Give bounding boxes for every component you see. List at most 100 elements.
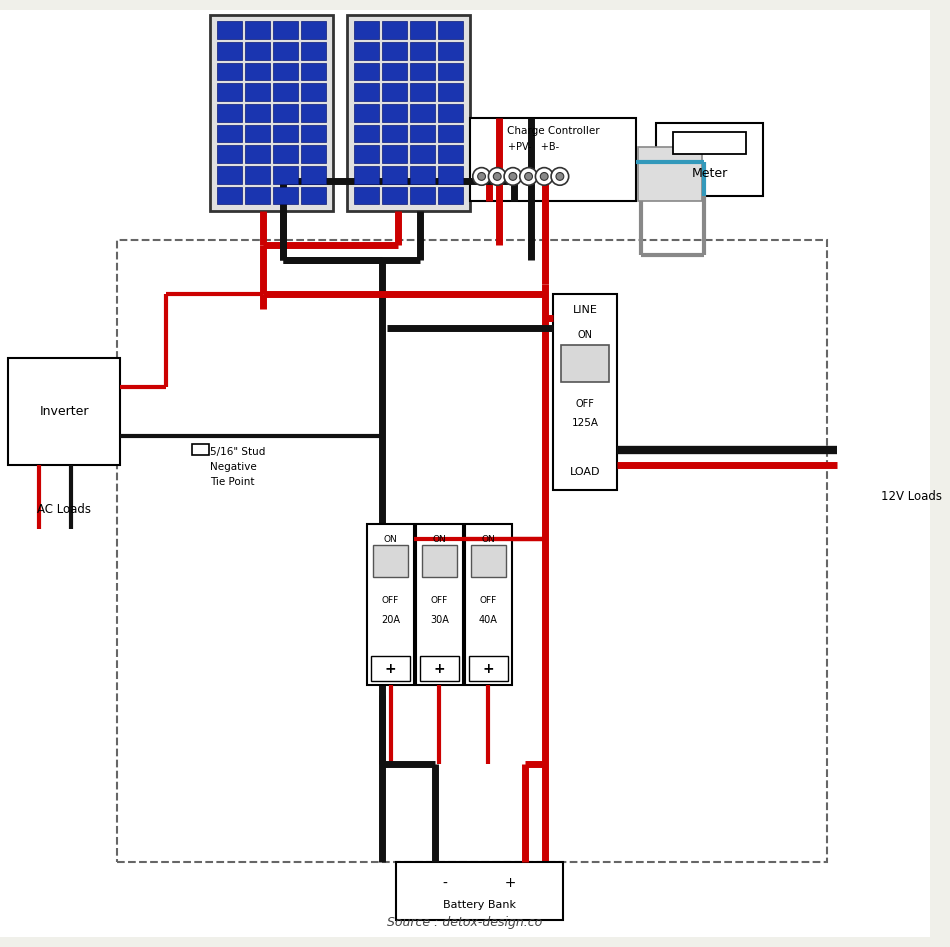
- Bar: [465, 524, 512, 686]
- Bar: [373, 545, 408, 577]
- Bar: [382, 104, 408, 121]
- Text: OFF: OFF: [382, 596, 399, 605]
- Text: Negative: Negative: [211, 462, 257, 473]
- Bar: [353, 42, 379, 60]
- Text: LOAD: LOAD: [570, 467, 600, 477]
- Text: 12V Loads: 12V Loads: [881, 490, 942, 503]
- Text: AC Loads: AC Loads: [37, 503, 90, 516]
- Text: 20A: 20A: [381, 615, 400, 625]
- Bar: [353, 187, 379, 205]
- Circle shape: [536, 168, 553, 186]
- Bar: [217, 42, 242, 60]
- Text: OFF: OFF: [576, 399, 595, 408]
- Bar: [245, 166, 270, 184]
- Text: Source : detox-design.co: Source : detox-design.co: [388, 916, 542, 929]
- Text: Inverter: Inverter: [39, 405, 89, 418]
- Bar: [410, 83, 435, 101]
- Bar: [674, 133, 746, 154]
- Text: ON: ON: [578, 330, 593, 340]
- Bar: [410, 104, 435, 121]
- Circle shape: [493, 172, 502, 180]
- Text: ON: ON: [384, 535, 397, 545]
- Bar: [301, 166, 327, 184]
- Bar: [192, 443, 209, 456]
- Circle shape: [509, 172, 517, 180]
- Bar: [217, 145, 242, 163]
- Bar: [245, 104, 270, 121]
- Text: ON: ON: [432, 535, 446, 545]
- Bar: [382, 83, 408, 101]
- Bar: [245, 125, 270, 142]
- Bar: [553, 294, 617, 490]
- Bar: [245, 21, 270, 39]
- Text: +PV-   +B-: +PV- +B-: [507, 142, 559, 152]
- Bar: [217, 63, 242, 80]
- Bar: [273, 83, 298, 101]
- Bar: [410, 125, 435, 142]
- Bar: [370, 656, 410, 681]
- Bar: [245, 83, 270, 101]
- Bar: [438, 83, 464, 101]
- Bar: [217, 83, 242, 101]
- Bar: [353, 83, 379, 101]
- Bar: [656, 122, 764, 196]
- Bar: [410, 21, 435, 39]
- Bar: [438, 104, 464, 121]
- Bar: [410, 187, 435, 205]
- Bar: [396, 862, 562, 920]
- Bar: [301, 187, 327, 205]
- Circle shape: [551, 168, 569, 186]
- Bar: [438, 42, 464, 60]
- Bar: [301, 63, 327, 80]
- Bar: [382, 63, 408, 80]
- Bar: [211, 15, 332, 210]
- Bar: [469, 656, 508, 681]
- Bar: [301, 83, 327, 101]
- Bar: [560, 345, 609, 382]
- Bar: [382, 125, 408, 142]
- Bar: [422, 545, 457, 577]
- Circle shape: [556, 172, 563, 180]
- Bar: [301, 42, 327, 60]
- Bar: [217, 166, 242, 184]
- Text: 40A: 40A: [479, 615, 498, 625]
- Bar: [273, 63, 298, 80]
- Bar: [382, 21, 408, 39]
- Bar: [410, 145, 435, 163]
- Text: 125A: 125A: [571, 418, 598, 428]
- Circle shape: [488, 168, 506, 186]
- Text: Meter: Meter: [692, 167, 728, 180]
- Bar: [438, 125, 464, 142]
- Bar: [438, 187, 464, 205]
- Bar: [638, 147, 702, 201]
- Bar: [301, 21, 327, 39]
- Bar: [382, 187, 408, 205]
- Text: -             +: - +: [443, 876, 516, 890]
- Text: +: +: [385, 662, 396, 676]
- Text: OFF: OFF: [480, 596, 497, 605]
- Bar: [245, 145, 270, 163]
- Bar: [245, 63, 270, 80]
- Text: 30A: 30A: [430, 615, 449, 625]
- Bar: [353, 104, 379, 121]
- Text: Battery Bank: Battery Bank: [443, 900, 516, 910]
- Bar: [471, 545, 506, 577]
- Text: Charge Controller: Charge Controller: [506, 126, 599, 136]
- Bar: [273, 166, 298, 184]
- Circle shape: [478, 172, 485, 180]
- Bar: [416, 524, 463, 686]
- Bar: [217, 104, 242, 121]
- Bar: [217, 125, 242, 142]
- Bar: [245, 42, 270, 60]
- Text: OFF: OFF: [431, 596, 448, 605]
- Bar: [470, 117, 636, 201]
- Circle shape: [473, 168, 490, 186]
- Text: 5/16" Stud: 5/16" Stud: [211, 447, 266, 457]
- Text: ON: ON: [482, 535, 495, 545]
- Circle shape: [541, 172, 548, 180]
- Circle shape: [504, 168, 522, 186]
- Text: Tie Point: Tie Point: [211, 477, 255, 487]
- Bar: [353, 63, 379, 80]
- Bar: [353, 166, 379, 184]
- Bar: [353, 145, 379, 163]
